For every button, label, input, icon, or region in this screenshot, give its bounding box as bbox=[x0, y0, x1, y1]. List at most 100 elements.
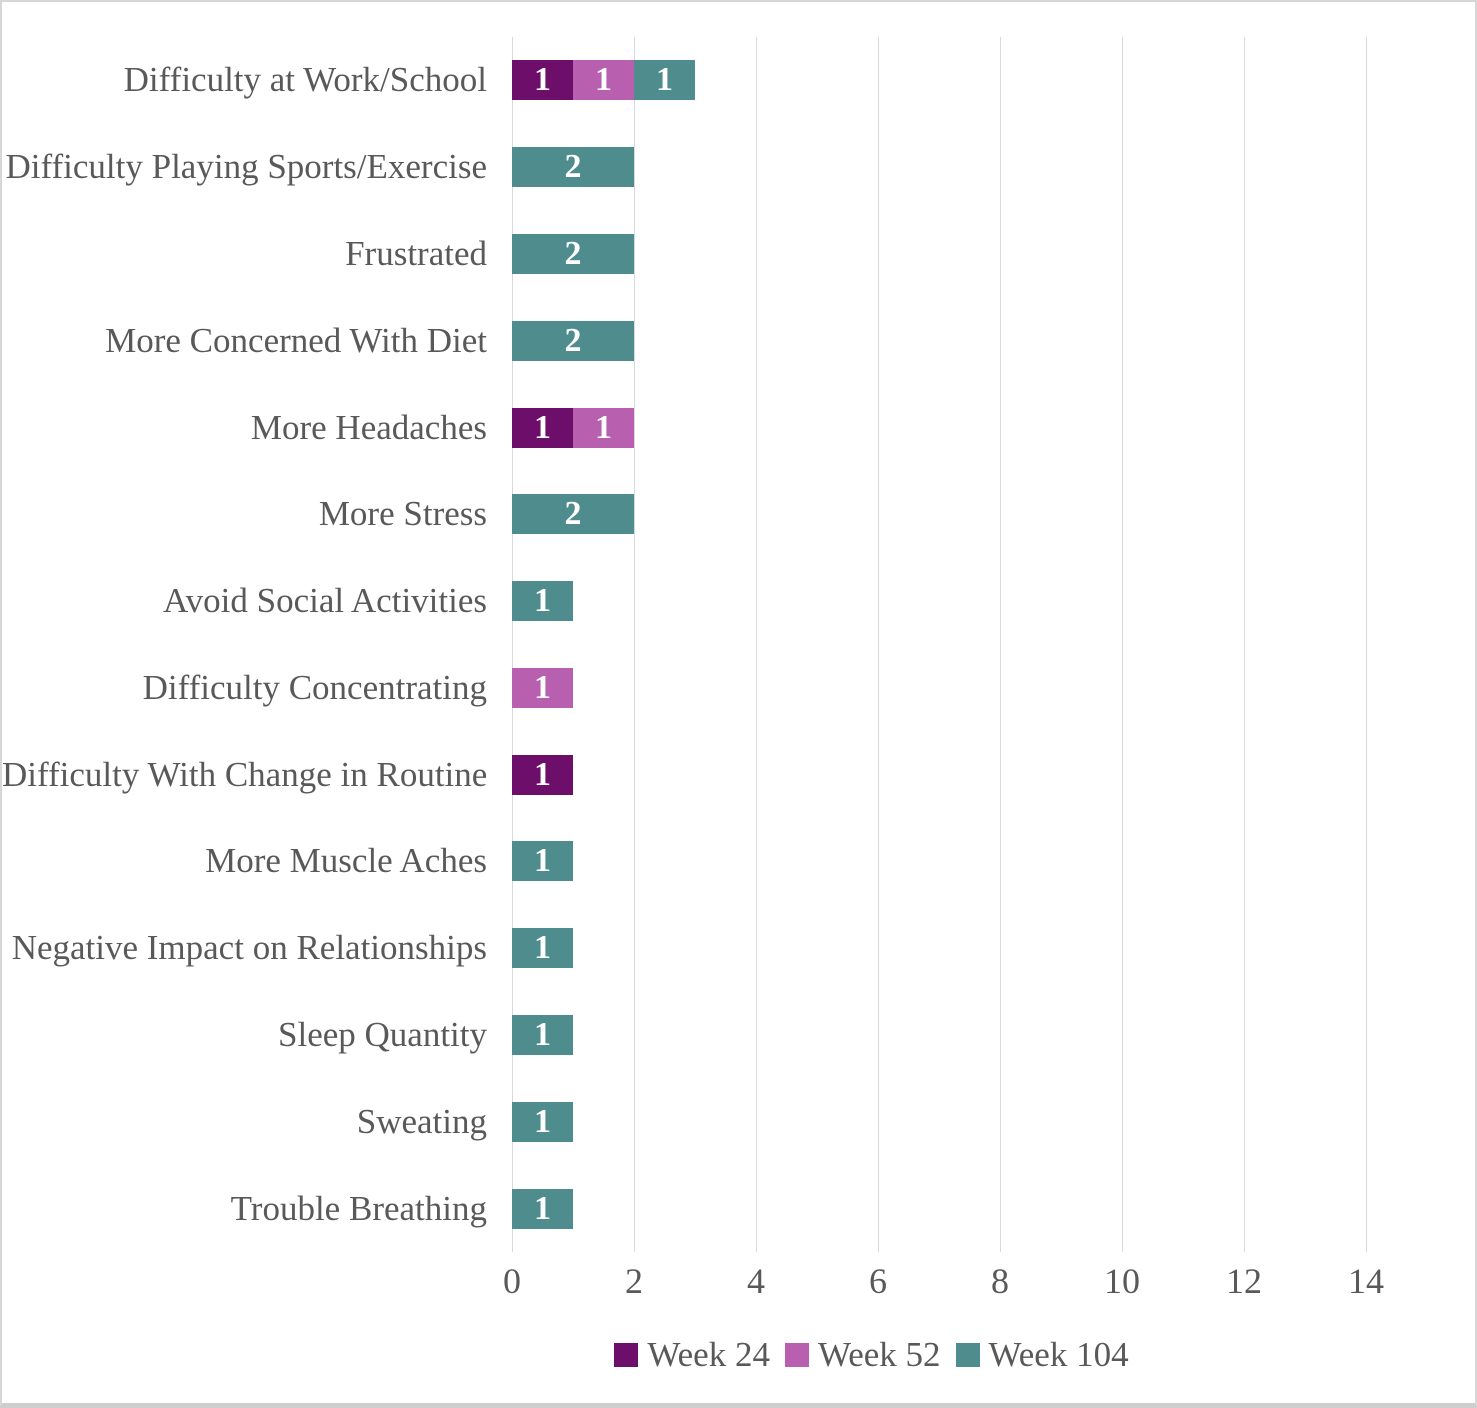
bar-value-label: 1 bbox=[656, 61, 673, 99]
category-row: Difficulty at Work/School 1 1 1 bbox=[2, 37, 1475, 124]
bar-value-label: 1 bbox=[534, 61, 551, 99]
category-row: More Headaches 1 1 bbox=[2, 384, 1475, 471]
bar-value-label: 2 bbox=[564, 148, 582, 186]
x-tick-label: 2 bbox=[625, 1261, 643, 1301]
bar-segment-week-24: 1 bbox=[512, 60, 573, 101]
gridline-14 bbox=[1366, 37, 1367, 1252]
bar-segment-week-104: 1 bbox=[512, 1188, 573, 1229]
bar-segment-week-104: 1 bbox=[512, 581, 573, 622]
gridline-0 bbox=[512, 37, 513, 1252]
category-row: Difficulty Concentrating 1 bbox=[2, 644, 1475, 731]
category-row: Trouble Breathing 1 bbox=[2, 1165, 1475, 1252]
bar-segment-week-104: 1 bbox=[512, 928, 573, 969]
bar-value-label: 1 bbox=[595, 61, 612, 99]
bar-track: 2 bbox=[512, 147, 634, 188]
bar-segment-week-104: 1 bbox=[512, 1014, 573, 1055]
bar-track: 2 bbox=[512, 494, 634, 535]
category-row: Sweating 1 bbox=[2, 1078, 1475, 1165]
category-row: Frustrated 2 bbox=[2, 211, 1475, 298]
gridline-6 bbox=[878, 37, 879, 1252]
bar-value-label: 1 bbox=[534, 1015, 551, 1053]
x-tick-label: 0 bbox=[503, 1261, 521, 1301]
legend-label: Week 52 bbox=[817, 1335, 941, 1374]
bar-track: 1 bbox=[512, 754, 573, 795]
category-rows: Difficulty at Work/School 1 1 1 Difficulty P… bbox=[2, 37, 1475, 1252]
category-label: Difficulty Concentrating bbox=[142, 667, 487, 707]
bar-segment-week-104: 2 bbox=[512, 494, 634, 535]
bar-value-label: 1 bbox=[534, 755, 551, 793]
category-row: More Stress 2 bbox=[2, 471, 1475, 558]
bar-value-label: 2 bbox=[564, 321, 582, 359]
bar-segment-week-104: 1 bbox=[512, 841, 573, 882]
category-label: More Stress bbox=[318, 494, 487, 534]
bar-segment-week-104: 1 bbox=[634, 60, 695, 101]
bar-value-label: 1 bbox=[534, 1189, 551, 1227]
category-row: More Concerned With Diet 2 bbox=[2, 297, 1475, 384]
legend-item-week-104: Week 104 bbox=[955, 1335, 1129, 1375]
category-row: Avoid Social Activities 1 bbox=[2, 558, 1475, 645]
bar-value-label: 1 bbox=[595, 408, 612, 446]
category-label: Difficulty With Change in Routine bbox=[2, 754, 488, 794]
bar-segment-week-104: 1 bbox=[512, 1101, 573, 1142]
bar-value-label: 1 bbox=[534, 668, 551, 706]
category-row: More Muscle Aches 1 bbox=[2, 818, 1475, 905]
x-tick-label: 14 bbox=[1348, 1261, 1384, 1301]
bar-segment-week-104: 2 bbox=[512, 320, 634, 361]
bar-track: 2 bbox=[512, 233, 634, 274]
bar-track: 1 1 1 bbox=[512, 60, 695, 101]
bar-segment-week-104: 2 bbox=[512, 147, 634, 188]
bar-segment-week-24: 1 bbox=[512, 407, 573, 448]
category-label: Difficulty Playing Sports/Exercise bbox=[5, 147, 487, 187]
legend-item-week-24: Week 24 bbox=[614, 1335, 770, 1375]
category-label: Trouble Breathing bbox=[230, 1188, 487, 1228]
x-tick-label: 8 bbox=[991, 1261, 1009, 1301]
x-tick-label: 6 bbox=[869, 1261, 887, 1301]
gridline-2 bbox=[634, 37, 635, 1252]
bar-segment-week-52: 1 bbox=[512, 667, 573, 708]
bar-segment-week-52: 1 bbox=[573, 407, 634, 448]
category-label: Frustrated bbox=[345, 233, 487, 273]
bar-segment-week-104: 2 bbox=[512, 233, 634, 274]
bar-segment-week-24: 1 bbox=[512, 754, 573, 795]
gridline-10 bbox=[1122, 37, 1123, 1252]
bar-value-label: 1 bbox=[534, 408, 551, 446]
category-label: Sweating bbox=[356, 1101, 487, 1141]
legend-swatch-icon bbox=[614, 1343, 639, 1367]
bar-value-label: 1 bbox=[534, 1102, 551, 1140]
bar-value-label: 2 bbox=[564, 495, 582, 533]
gridline-8 bbox=[1000, 37, 1001, 1252]
category-label: Avoid Social Activities bbox=[162, 581, 487, 621]
legend-swatch-icon bbox=[784, 1343, 809, 1367]
gridline-12 bbox=[1244, 37, 1245, 1252]
legend-label: Week 104 bbox=[988, 1335, 1129, 1374]
bar-track: 1 bbox=[512, 1014, 573, 1055]
legend-label: Week 24 bbox=[647, 1335, 770, 1374]
category-label: More Headaches bbox=[250, 407, 487, 447]
legend-item-week-52: Week 52 bbox=[784, 1335, 941, 1375]
bar-track: 1 bbox=[512, 928, 573, 969]
category-row: Difficulty Playing Sports/Exercise 2 bbox=[2, 124, 1475, 211]
bar-value-label: 1 bbox=[534, 929, 551, 967]
bar-track: 1 bbox=[512, 667, 573, 708]
bar-track: 2 bbox=[512, 320, 634, 361]
x-tick-label: 12 bbox=[1226, 1261, 1262, 1301]
category-label: Difficulty at Work/School bbox=[123, 60, 487, 100]
bar-value-label: 1 bbox=[534, 582, 551, 620]
bar-segment-week-52: 1 bbox=[573, 60, 634, 101]
legend: Week 24 Week 52 Week 104 bbox=[268, 1335, 1475, 1375]
category-row: Negative Impact on Relationships 1 bbox=[2, 905, 1475, 992]
category-label: Sleep Quantity bbox=[278, 1014, 487, 1054]
legend-swatch-icon bbox=[955, 1343, 980, 1367]
category-label: More Muscle Aches bbox=[205, 841, 487, 881]
gridline-4 bbox=[756, 37, 757, 1252]
bar-track: 1 bbox=[512, 1188, 573, 1229]
category-label: Negative Impact on Relationships bbox=[11, 928, 487, 968]
bar-track: 1 bbox=[512, 581, 573, 622]
bar-value-label: 1 bbox=[534, 842, 551, 880]
bar-track: 1 bbox=[512, 841, 573, 882]
category-label: More Concerned With Diet bbox=[105, 320, 487, 360]
bar-track: 1 bbox=[512, 1101, 573, 1142]
category-row: Sleep Quantity 1 bbox=[2, 992, 1475, 1079]
